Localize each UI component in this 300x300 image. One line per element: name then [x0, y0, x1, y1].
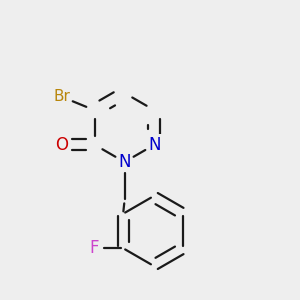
Text: O: O [55, 136, 68, 154]
Text: F: F [90, 239, 99, 257]
Text: Br: Br [53, 89, 70, 104]
Text: N: N [148, 136, 160, 154]
Text: N: N [118, 153, 131, 171]
